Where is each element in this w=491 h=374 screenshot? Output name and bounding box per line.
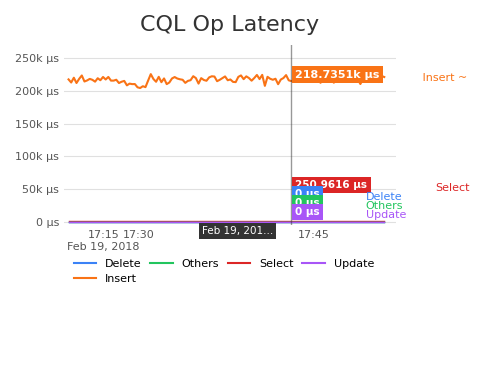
- Insert: [244, 74, 249, 79]
- Insert: [137, 86, 143, 90]
- Update: [150, 220, 156, 224]
- Title: CQL Op Latency: CQL Op Latency: [140, 15, 320, 35]
- Delete: [315, 220, 321, 224]
- Delete: [371, 220, 377, 224]
- Insert: [132, 82, 138, 86]
- Update: [241, 220, 246, 224]
- Others: [241, 220, 246, 224]
- Text: 250.9616 μs: 250.9616 μs: [296, 180, 367, 190]
- Select: [132, 219, 138, 224]
- Insert: [286, 78, 292, 83]
- Line: Insert: Insert: [69, 73, 384, 88]
- Delete: [132, 220, 138, 224]
- Select: [382, 219, 387, 224]
- Delete: [241, 220, 246, 224]
- Delete: [283, 220, 289, 224]
- Update: [315, 220, 321, 224]
- Others: [371, 220, 377, 224]
- Text: Select: Select: [436, 183, 470, 193]
- Select: [283, 219, 289, 224]
- Update: [66, 220, 72, 224]
- Select: [66, 219, 72, 224]
- Text: Others: Others: [365, 201, 403, 211]
- Delete: [382, 220, 387, 224]
- Delete: [66, 220, 72, 224]
- Update: [371, 220, 377, 224]
- Text: Update: Update: [365, 210, 406, 220]
- Others: [315, 220, 321, 224]
- Others: [382, 220, 387, 224]
- Others: [132, 220, 138, 224]
- Text: 0 μs: 0 μs: [296, 207, 320, 217]
- Delete: [150, 220, 156, 224]
- Select: [371, 219, 377, 224]
- Text: Insert ~: Insert ~: [419, 73, 467, 83]
- Select: [241, 219, 246, 224]
- Others: [66, 220, 72, 224]
- Select: [150, 219, 156, 224]
- Insert: [382, 75, 387, 79]
- Insert: [66, 77, 72, 82]
- Insert: [318, 80, 324, 85]
- Update: [283, 220, 289, 224]
- Text: Delete: Delete: [365, 192, 402, 202]
- Text: 0 μs: 0 μs: [296, 198, 320, 208]
- Text: 218.7351k μs: 218.7351k μs: [296, 70, 380, 80]
- Update: [382, 220, 387, 224]
- Insert: [376, 80, 382, 84]
- Legend: Delete, Insert, Others, Select, Update: Delete, Insert, Others, Select, Update: [69, 255, 379, 288]
- Others: [150, 220, 156, 224]
- Text: Feb 19, 201...: Feb 19, 201...: [202, 226, 273, 236]
- Others: [283, 220, 289, 224]
- Text: 0 μs: 0 μs: [296, 189, 320, 199]
- Select: [315, 219, 321, 224]
- Insert: [365, 70, 371, 75]
- Update: [132, 220, 138, 224]
- Insert: [153, 80, 159, 84]
